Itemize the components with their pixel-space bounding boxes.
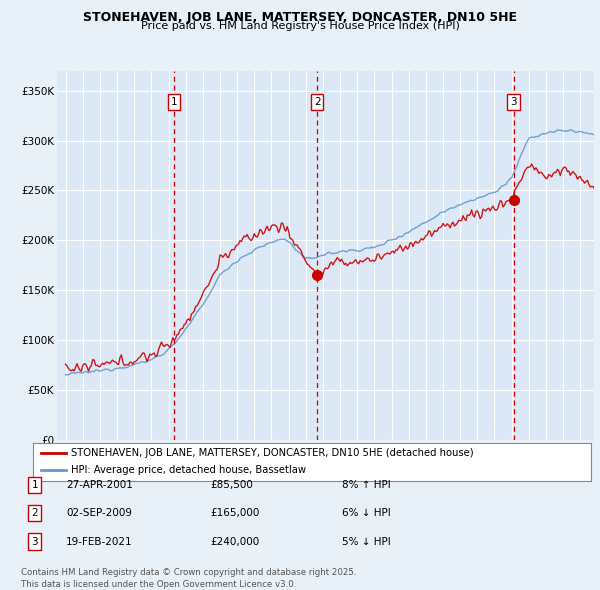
Text: 3: 3 bbox=[511, 97, 517, 107]
Text: 1: 1 bbox=[170, 97, 178, 107]
Text: 2: 2 bbox=[314, 97, 320, 107]
Text: 1: 1 bbox=[31, 480, 38, 490]
Text: STONEHAVEN, JOB LANE, MATTERSEY, DONCASTER, DN10 5HE: STONEHAVEN, JOB LANE, MATTERSEY, DONCAST… bbox=[83, 11, 517, 24]
Text: 6% ↓ HPI: 6% ↓ HPI bbox=[342, 509, 391, 518]
Text: 2: 2 bbox=[31, 509, 38, 518]
Text: HPI: Average price, detached house, Bassetlaw: HPI: Average price, detached house, Bass… bbox=[71, 466, 306, 476]
Text: £165,000: £165,000 bbox=[210, 509, 259, 518]
Text: 27-APR-2001: 27-APR-2001 bbox=[66, 480, 133, 490]
Text: 19-FEB-2021: 19-FEB-2021 bbox=[66, 537, 133, 546]
Text: £85,500: £85,500 bbox=[210, 480, 253, 490]
Text: 5% ↓ HPI: 5% ↓ HPI bbox=[342, 537, 391, 546]
Text: 02-SEP-2009: 02-SEP-2009 bbox=[66, 509, 132, 518]
Text: Contains HM Land Registry data © Crown copyright and database right 2025.
This d: Contains HM Land Registry data © Crown c… bbox=[21, 568, 356, 589]
Text: Price paid vs. HM Land Registry's House Price Index (HPI): Price paid vs. HM Land Registry's House … bbox=[140, 21, 460, 31]
Text: £240,000: £240,000 bbox=[210, 537, 259, 546]
Text: 8% ↑ HPI: 8% ↑ HPI bbox=[342, 480, 391, 490]
Text: STONEHAVEN, JOB LANE, MATTERSEY, DONCASTER, DN10 5HE (detached house): STONEHAVEN, JOB LANE, MATTERSEY, DONCAST… bbox=[71, 448, 473, 458]
Text: 3: 3 bbox=[31, 537, 38, 546]
